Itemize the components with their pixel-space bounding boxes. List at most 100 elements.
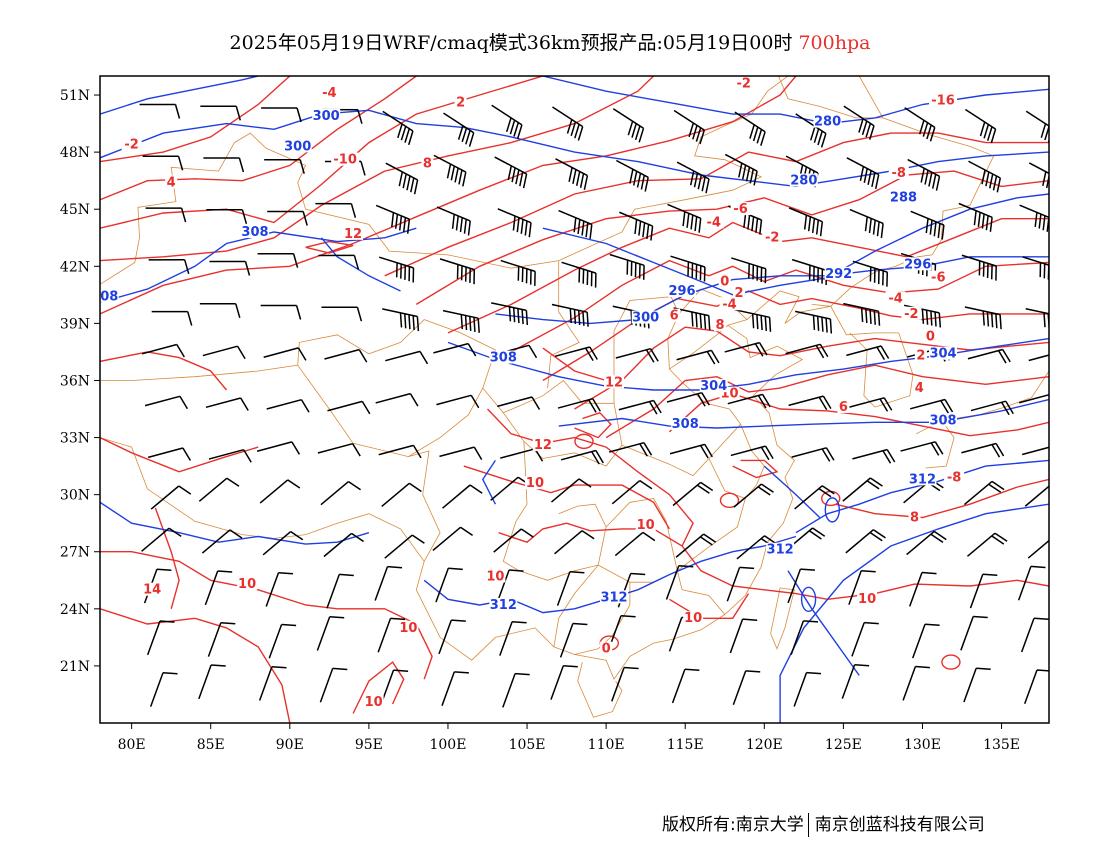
wind-barb [320, 480, 362, 506]
wind-barb [846, 345, 890, 360]
wind-barb [554, 530, 595, 555]
wind-barb [378, 444, 422, 459]
wind-barb [665, 564, 694, 600]
temperature-label-bg [485, 569, 506, 583]
temperature-label-bg [524, 476, 545, 490]
temperature-label-bg [901, 306, 922, 320]
height-label-bg [766, 542, 795, 556]
wind-barb [497, 208, 532, 238]
wind-barb [849, 208, 884, 238]
wind-barb [550, 478, 592, 503]
temperature-label: 4 [167, 175, 176, 190]
wind-barb [909, 398, 954, 414]
temperature-label: 10 [238, 577, 256, 592]
wind-barb [199, 303, 241, 319]
wind-barb [910, 210, 945, 240]
boundary-line [100, 76, 789, 285]
temperature-label: 10 [365, 695, 383, 710]
wind-barb [326, 573, 354, 609]
wind-barb [846, 157, 880, 190]
wind-barb [433, 154, 467, 187]
x-tick-label: 95E [355, 737, 383, 753]
height-label: 280 [790, 174, 817, 189]
temperature-label-bg [532, 438, 553, 452]
boundary-line [676, 458, 746, 615]
wind-barb [432, 526, 474, 551]
temperature-label: -2 [124, 137, 138, 152]
boundary-line [577, 662, 623, 718]
temperature-contour [100, 436, 259, 473]
wind-barb [141, 527, 182, 552]
wind-barb [1018, 393, 1049, 404]
y-tick-label: 45N [60, 202, 90, 218]
wind-barb [671, 668, 700, 704]
wind-barb [375, 204, 411, 234]
wind-barb [669, 443, 713, 459]
temperature-label: 12 [534, 438, 552, 453]
wind-barb [961, 254, 997, 281]
wind-barb [670, 255, 706, 282]
title-pressure-level: 700hpa [798, 32, 871, 54]
wind-barb [963, 667, 991, 703]
temperature-label: 2 [916, 349, 925, 364]
temperature-label: -2 [765, 231, 779, 246]
wind-barb [666, 391, 710, 407]
wind-barb [202, 345, 246, 360]
temperature-label: -4 [322, 86, 336, 101]
wind-barb [1025, 307, 1049, 329]
boundary-line [740, 424, 765, 499]
wind-barb [960, 615, 988, 651]
wind-barb [788, 207, 824, 237]
temperature-contour [100, 551, 433, 680]
title-main: 2025年05月19日WRF/cmaq模式36km预报产品:05月19日00时 [229, 32, 793, 54]
temperature-label-bg [730, 202, 751, 216]
temperature-label-bg [600, 641, 613, 655]
wind-barb [611, 666, 639, 702]
wind-barb [551, 303, 589, 327]
wind-barb [614, 531, 656, 557]
wind-barb [557, 397, 601, 413]
temperature-label: -2 [737, 77, 751, 92]
height-contour [100, 501, 370, 545]
wind-barb [969, 573, 998, 609]
temperature-label-bg [857, 592, 878, 606]
wind-barb [385, 350, 429, 365]
temperature-label: 14 [143, 583, 161, 598]
height-contour [787, 570, 860, 676]
wind-barb [965, 108, 997, 144]
temperature-label: 8 [423, 156, 432, 171]
wind-barb [970, 400, 1014, 416]
temperature-label: 6 [670, 309, 679, 324]
height-label: 292 [825, 267, 852, 282]
wind-barb [729, 618, 758, 654]
wind-barb [961, 442, 1005, 458]
wind-barb [318, 254, 360, 270]
wind-barb [258, 665, 287, 701]
wind-barb [436, 206, 471, 236]
wind-barb [1017, 565, 1046, 601]
height-label-bg [908, 472, 937, 486]
x-tick-label: 125E [825, 737, 862, 753]
temperature-label: -10 [333, 153, 357, 168]
wind-barb [904, 107, 936, 142]
wind-barb [1020, 617, 1049, 653]
height-label-bg [929, 346, 958, 360]
boundary-line [574, 582, 631, 655]
footer-separator [807, 813, 809, 837]
temperature-label-bg [929, 93, 958, 107]
wind-barb [319, 667, 348, 703]
temperature-contour [486, 408, 694, 547]
height-label: 296 [668, 284, 695, 299]
temperature-contour [669, 593, 750, 619]
wind-barb [1028, 162, 1049, 189]
wind-barb [724, 153, 758, 186]
wind-barb [793, 671, 822, 707]
wind-barb [790, 620, 819, 655]
wind-barb [385, 162, 419, 195]
wind-barb [845, 529, 886, 554]
wind-barb [794, 485, 835, 510]
wind-barb [552, 106, 584, 141]
height-label-bg [889, 190, 918, 204]
wind-barb [731, 257, 767, 284]
y-axis-ticks: 21N 24N 27N 30N 33N 36N 39N 42N 45N 48N 51N [60, 88, 100, 675]
